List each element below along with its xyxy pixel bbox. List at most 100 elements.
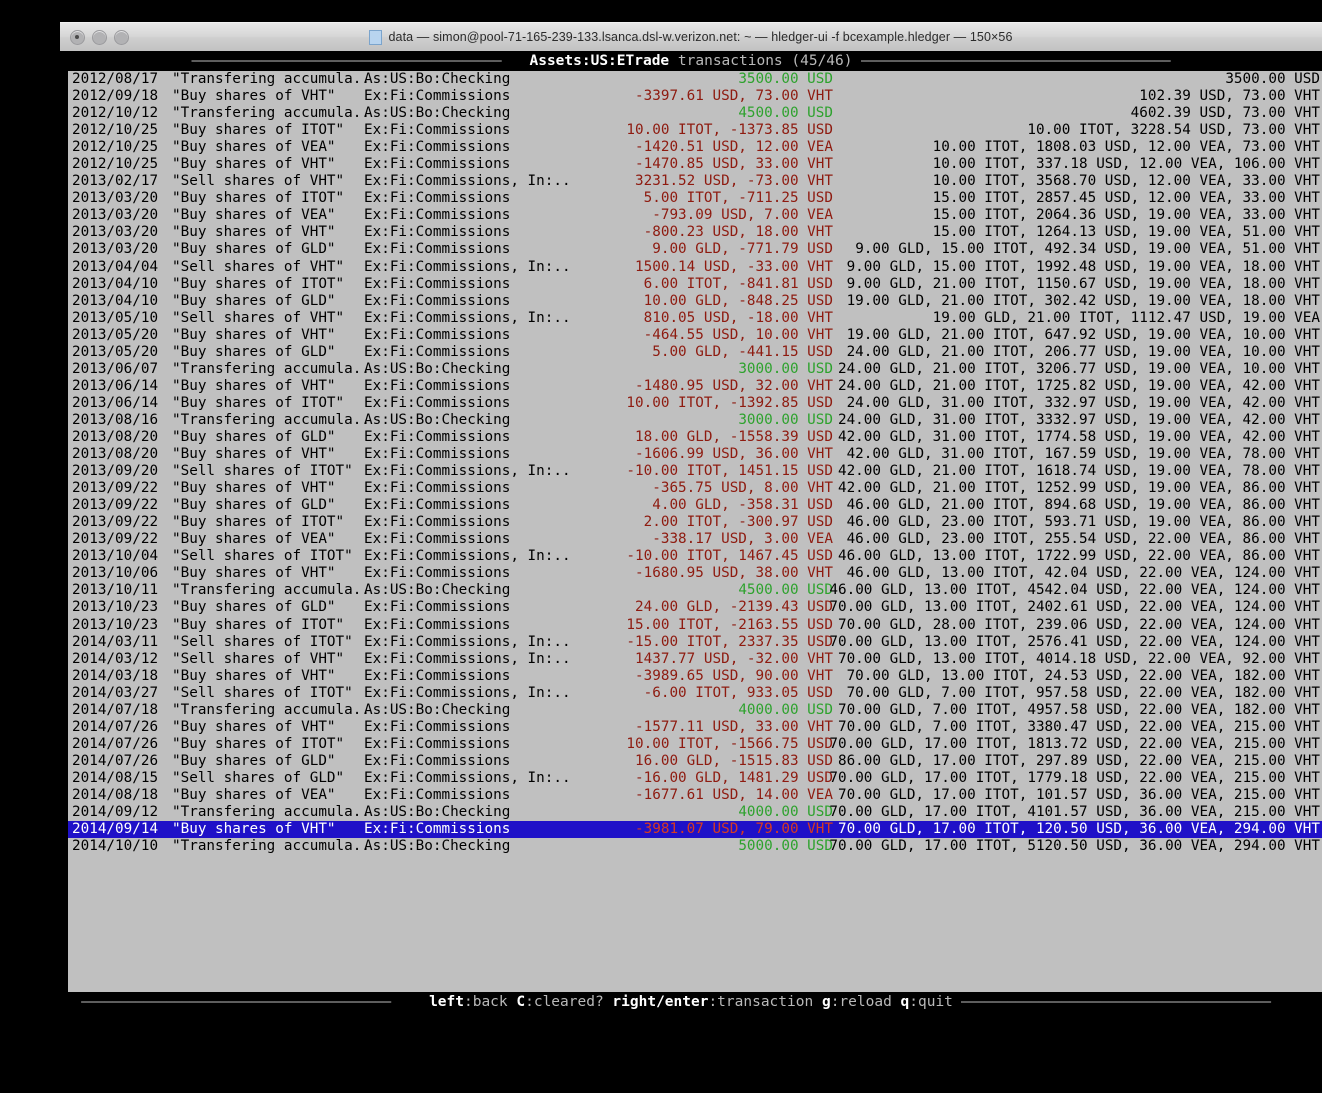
table-row[interactable]: 2013/08/20 "Buy shares of VHT" Ex:Fi:Commi… — [68, 446, 1322, 463]
transaction-date: 2013/10/23 — [72, 599, 159, 616]
footer-key[interactable]: C — [516, 994, 526, 1010]
table-row[interactable]: 2013/08/20 "Buy shares of GLD" Ex:Fi:Commi… — [68, 429, 1322, 446]
table-row[interactable]: 2012/10/25 "Buy shares of VHT" Ex:Fi:Commi… — [68, 156, 1322, 173]
table-row[interactable]: 2014/07/26 "Buy shares of ITOT" Ex:Fi:Comm… — [68, 736, 1322, 753]
transaction-description: "Transfering accumula.. — [172, 838, 370, 855]
table-row[interactable]: 2012/09/18 "Buy shares of VHT" Ex:Fi:Commi… — [68, 88, 1322, 105]
footer-key[interactable]: right/enter — [612, 994, 709, 1010]
transaction-account: Ex:Fi:Commissions — [364, 122, 511, 139]
table-row[interactable]: 2014/07/18 "Transfering accumula.. As:US:B… — [68, 702, 1322, 719]
transaction-amount: -1420.51 USD, 12.00 VEA — [635, 139, 833, 156]
table-row[interactable]: 2013/05/20 "Buy shares of GLD" Ex:Fi:Commi… — [68, 344, 1322, 361]
table-row[interactable]: 2013/05/20 "Buy shares of VHT" Ex:Fi:Commi… — [68, 327, 1322, 344]
transaction-balance: 70.00 GLD, 28.00 ITOT, 239.06 USD, 22.00… — [837, 616, 1320, 633]
view-header: ————————————————————————————————————————… — [60, 51, 1322, 71]
transaction-date: 2012/10/12 — [72, 105, 159, 122]
transaction-amount: -1606.99 USD, 36.00 VHT — [635, 446, 833, 463]
transaction-description: "Buy shares of VHT" — [172, 480, 336, 497]
transaction-account: Ex:Fi:Commissions — [364, 139, 511, 156]
table-row[interactable]: 2013/04/10 "Buy shares of ITOT" Ex:Fi:Comm… — [68, 276, 1322, 293]
table-row[interactable]: 2012/10/12 "Transfering accumula.. As:US:B… — [68, 105, 1322, 122]
table-row[interactable]: 2013/10/04 "Sell shares of ITOT" Ex:Fi:Com… — [68, 548, 1322, 565]
table-row[interactable]: 2013/10/06 "Buy shares of VHT" Ex:Fi:Commi… — [68, 565, 1322, 582]
header-subtitle: transactions (45/46) — [669, 53, 853, 69]
table-row[interactable]: 2014/07/26 "Buy shares of VHT" Ex:Fi:Commi… — [68, 719, 1322, 736]
transaction-description: "Buy shares of VHT" — [172, 224, 336, 241]
transaction-account: Ex:Fi:Commissions — [364, 190, 511, 207]
table-row[interactable]: 2013/06/07 "Transfering accumula.. As:US:B… — [68, 361, 1322, 378]
transaction-date: 2013/04/10 — [72, 275, 159, 292]
transaction-date: 2013/06/07 — [72, 360, 159, 377]
table-row[interactable]: 2014/09/14 "Buy shares of VHT" Ex:Fi:Commi… — [68, 821, 1322, 839]
transaction-description: "Buy shares of VHT" — [172, 718, 336, 735]
table-row[interactable]: 2013/09/22 "Buy shares of GLD" Ex:Fi:Commi… — [68, 497, 1322, 514]
table-row[interactable]: 2013/10/23 "Buy shares of ITOT" Ex:Fi:Comm… — [68, 617, 1322, 634]
transaction-amount: 10.00 ITOT, -1566.75 USD — [626, 735, 833, 752]
table-row[interactable]: 2014/03/11 "Sell shares of ITOT" Ex:Fi:Com… — [68, 634, 1322, 651]
window-titlebar[interactable]: data — simon@pool-71-165-239-133.lsanca.… — [60, 22, 1322, 52]
footer-key[interactable]: left — [429, 994, 464, 1010]
transaction-amount: -793.09 USD, 7.00 VEA — [652, 207, 833, 224]
table-row[interactable]: 2013/06/14 "Buy shares of ITOT" Ex:Fi:Comm… — [68, 395, 1322, 412]
table-row[interactable]: 2014/03/27 "Sell shares of ITOT" Ex:Fi:Com… — [68, 685, 1322, 702]
transaction-date: 2013/05/20 — [72, 326, 159, 343]
table-row[interactable]: 2013/06/14 "Buy shares of VHT" Ex:Fi:Commi… — [68, 378, 1322, 395]
transaction-account: As:US:Bo:Checking — [364, 71, 511, 87]
transaction-date: 2013/08/16 — [72, 411, 159, 428]
transaction-description: "Buy shares of VEA" — [172, 786, 336, 803]
table-row[interactable]: 2013/04/10 "Buy shares of GLD" Ex:Fi:Commi… — [68, 293, 1322, 310]
table-row[interactable]: 2013/03/20 "Buy shares of GLD" Ex:Fi:Commi… — [68, 241, 1322, 258]
transaction-balance: 10.00 ITOT, 1808.03 USD, 12.00 VEA, 73.0… — [932, 139, 1320, 156]
table-row[interactable]: 2014/08/15 "Sell shares of GLD" Ex:Fi:Comm… — [68, 770, 1322, 787]
window-title-group: data — simon@pool-71-165-239-133.lsanca.… — [60, 29, 1322, 45]
table-row[interactable]: 2014/03/18 "Buy shares of VHT" Ex:Fi:Commi… — [68, 668, 1322, 685]
header-account: Assets:US:ETrade — [529, 53, 670, 69]
transaction-account: As:US:Bo:Checking — [364, 582, 511, 599]
transaction-amount: -3989.65 USD, 90.00 VHT — [635, 667, 833, 684]
table-row[interactable]: 2014/08/18 "Buy shares of VEA" Ex:Fi:Commi… — [68, 787, 1322, 804]
table-row[interactable]: 2014/07/26 "Buy shares of GLD" Ex:Fi:Commi… — [68, 753, 1322, 770]
table-row[interactable]: 2013/03/20 "Buy shares of VEA" Ex:Fi:Commi… — [68, 207, 1322, 224]
transaction-amount: 5000.00 USD — [738, 838, 833, 855]
table-row[interactable]: 2012/10/25 "Buy shares of ITOT" Ex:Fi:Comm… — [68, 122, 1322, 139]
transaction-date: 2014/07/26 — [72, 752, 159, 769]
transaction-amount: 4500.00 USD — [738, 582, 833, 599]
table-row[interactable]: 2013/09/22 "Buy shares of VHT" Ex:Fi:Commi… — [68, 480, 1322, 497]
table-row[interactable]: 2013/02/17 "Sell shares of VHT" Ex:Fi:Comm… — [68, 173, 1322, 190]
transaction-date: 2014/03/27 — [72, 684, 159, 701]
table-row[interactable]: 2013/10/23 "Buy shares of GLD" Ex:Fi:Commi… — [68, 599, 1322, 616]
table-row[interactable]: 2013/09/20 "Sell shares of ITOT" Ex:Fi:Com… — [68, 463, 1322, 480]
transaction-description: "Buy shares of GLD" — [172, 497, 336, 514]
table-row[interactable]: 2013/09/22 "Buy shares of VEA" Ex:Fi:Commi… — [68, 531, 1322, 548]
transaction-amount: 4000.00 USD — [738, 804, 833, 821]
table-row[interactable]: 2012/10/25 "Buy shares of VEA" Ex:Fi:Commi… — [68, 139, 1322, 156]
window-controls[interactable] — [70, 23, 129, 51]
transaction-date: 2012/10/25 — [72, 122, 159, 139]
table-row[interactable]: 2014/03/12 "Sell shares of VHT" Ex:Fi:Comm… — [68, 651, 1322, 668]
zoom-button[interactable] — [114, 29, 129, 45]
table-row[interactable]: 2013/09/22 "Buy shares of ITOT" Ex:Fi:Comm… — [68, 514, 1322, 531]
table-row[interactable]: 2013/03/20 "Buy shares of ITOT" Ex:Fi:Comm… — [68, 190, 1322, 207]
transaction-balance: 9.00 GLD, 21.00 ITOT, 1150.67 USD, 19.00… — [846, 275, 1320, 292]
table-row[interactable]: 2013/03/20 "Buy shares of VHT" Ex:Fi:Commi… — [68, 224, 1322, 241]
transaction-balance: 46.00 GLD, 13.00 ITOT, 4542.04 USD, 22.0… — [829, 582, 1320, 599]
table-row[interactable]: 2014/10/10 "Transfering accumula.. As:US:B… — [68, 838, 1322, 855]
table-row[interactable]: 2014/09/12 "Transfering accumula.. As:US:B… — [68, 804, 1322, 821]
transaction-amount: 4000.00 USD — [738, 701, 833, 718]
transaction-balance: 24.00 GLD, 21.00 ITOT, 1725.82 USD, 19.0… — [837, 377, 1320, 394]
table-row[interactable]: 2013/05/10 "Sell shares of VHT" Ex:Fi:Comm… — [68, 310, 1322, 327]
transactions-table[interactable]: 2012/08/17 "Transfering accumula.. As:US:B… — [68, 71, 1322, 855]
table-row[interactable]: 2013/04/04 "Sell shares of VHT" Ex:Fi:Comm… — [68, 259, 1322, 276]
close-button[interactable] — [70, 29, 85, 45]
table-row[interactable]: 2012/08/17 "Transfering accumula.. As:US:B… — [68, 71, 1322, 88]
terminal-screen[interactable]: ————————————————————————————————————————… — [60, 51, 1322, 1022]
transaction-description: "Buy shares of ITOT" — [172, 616, 345, 633]
footer-key[interactable]: q — [900, 994, 910, 1010]
transaction-description: "Buy shares of ITOT" — [172, 735, 345, 752]
footer-key[interactable]: g — [821, 994, 831, 1010]
table-row[interactable]: 2013/08/16 "Transfering accumula.. As:US:B… — [68, 412, 1322, 429]
minimize-button[interactable] — [92, 29, 107, 45]
transaction-description: "Sell shares of ITOT" — [172, 463, 353, 480]
transaction-amount: -1470.85 USD, 33.00 VHT — [635, 156, 833, 173]
table-row[interactable]: 2013/10/11 "Transfering accumula.. As:US:B… — [68, 582, 1322, 599]
